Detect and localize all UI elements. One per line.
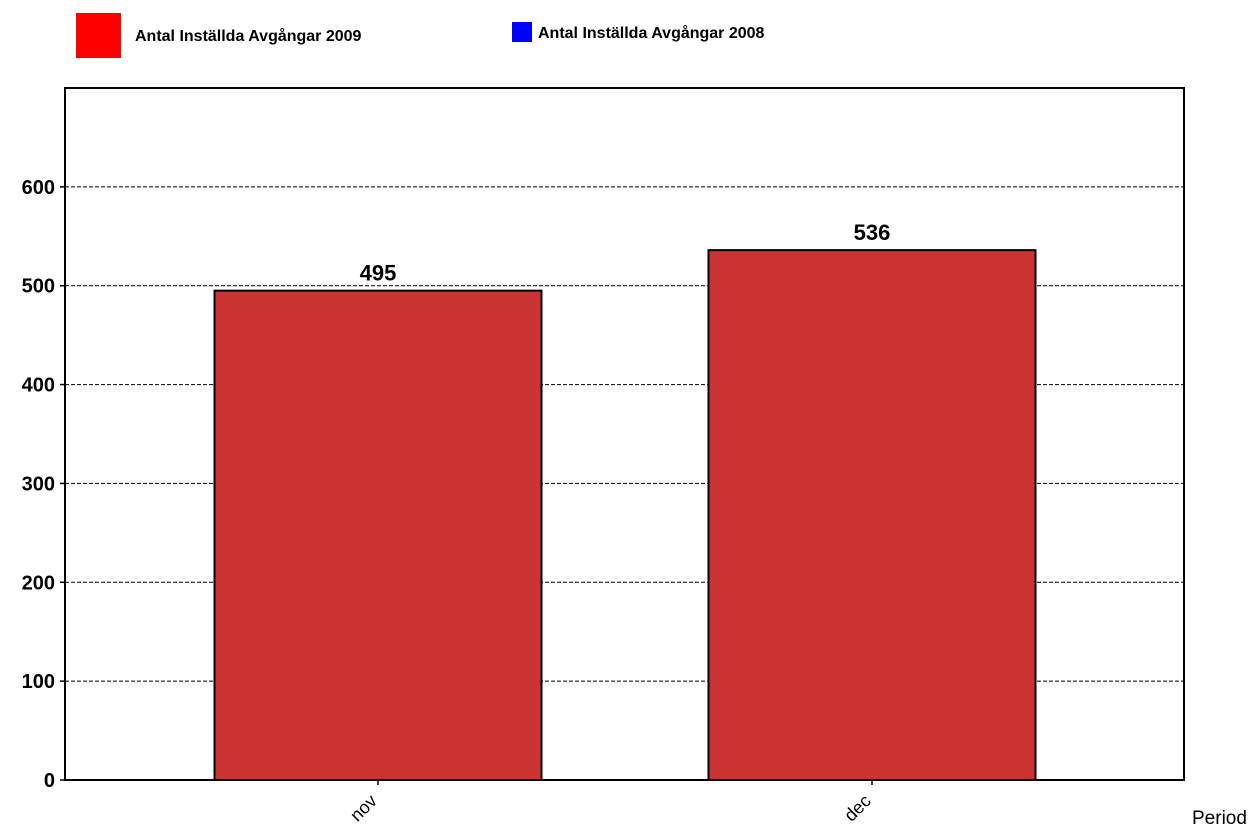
legend-swatch-2009	[76, 13, 121, 58]
y-tick-label: 0	[44, 770, 55, 792]
legend-label-2009: Antal Inställda Avgångar 2009	[135, 27, 362, 45]
legend-swatch-2008	[512, 22, 532, 42]
data-label: 495	[360, 261, 397, 286]
y-tick-label: 500	[22, 276, 55, 298]
legend-label-2008: Antal Inställda Avgångar 2008	[538, 24, 765, 42]
bar-dec	[707, 249, 1037, 781]
data-labels: 495 536	[360, 220, 891, 286]
x-axis-labels: nov dec	[346, 780, 875, 825]
y-tick-label: 100	[22, 671, 55, 693]
x-tick-label: dec	[840, 791, 875, 826]
legend: Antal Inställda Avgångar 2009 Antal Inst…	[76, 13, 765, 58]
bar-nov	[213, 289, 543, 781]
data-label: 536	[854, 220, 891, 245]
y-tick-label: 300	[22, 473, 55, 495]
plot-frame	[64, 87, 1185, 781]
y-axis-ticks: 0 100 200 300 400 500 600	[22, 177, 65, 792]
x-tick-label: nov	[346, 791, 381, 826]
y-tick-label: 400	[22, 375, 55, 397]
y-tick-label: 200	[22, 572, 55, 594]
x-axis-title: Period	[1192, 808, 1247, 829]
bars	[213, 249, 1037, 781]
y-tick-label: 600	[22, 177, 55, 199]
